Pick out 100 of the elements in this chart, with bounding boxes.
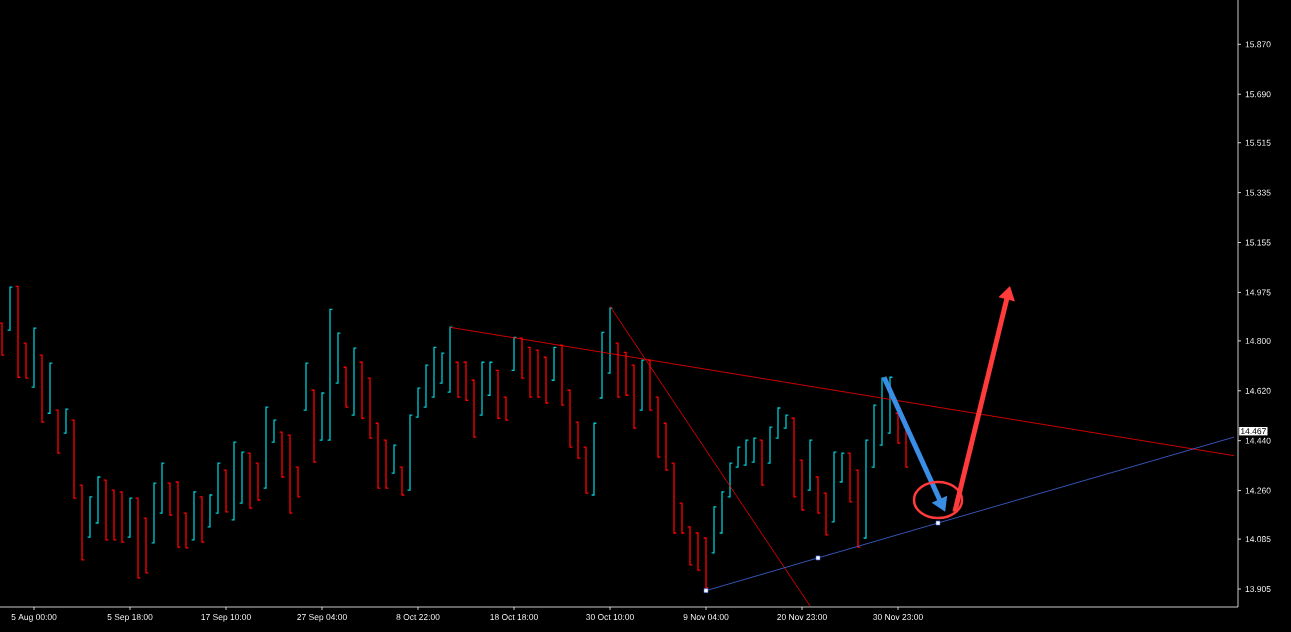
candlestick bbox=[534, 349, 542, 398]
candlestick bbox=[326, 308, 334, 441]
candlestick bbox=[590, 422, 598, 496]
y-tick-label: 15.155 bbox=[1245, 239, 1271, 246]
candlestick bbox=[806, 439, 814, 491]
candlestick bbox=[238, 451, 246, 504]
y-tick-label: 13.905 bbox=[1245, 585, 1271, 592]
x-tick-label: 5 Aug 00:00 bbox=[11, 614, 57, 622]
candlestick bbox=[198, 496, 206, 543]
y-tick-label: 15.335 bbox=[1245, 189, 1271, 196]
candlestick bbox=[462, 361, 470, 401]
candlestick bbox=[638, 359, 646, 411]
candlestick bbox=[190, 491, 198, 541]
x-tick-label: 18 Oct 18:00 bbox=[490, 614, 538, 621]
candlestick bbox=[398, 466, 406, 496]
point bbox=[815, 555, 821, 561]
candlestick bbox=[126, 497, 134, 538]
candlestick bbox=[566, 389, 574, 448]
candlestick bbox=[678, 502, 686, 534]
candlestick bbox=[142, 517, 150, 574]
candlestick bbox=[822, 492, 830, 536]
candlestick bbox=[414, 387, 422, 418]
candlestick bbox=[518, 337, 526, 379]
candlestick bbox=[742, 439, 750, 466]
candlestick bbox=[558, 344, 566, 406]
x-tick-label: 27 Sep 04:00 bbox=[297, 614, 347, 622]
candlestick bbox=[550, 346, 558, 381]
candlestick bbox=[54, 409, 62, 454]
candlestick bbox=[310, 389, 318, 463]
candlestick bbox=[374, 422, 382, 489]
candlestick bbox=[342, 366, 350, 408]
y-tick-label: 15.515 bbox=[1245, 139, 1271, 146]
point bbox=[703, 588, 709, 593]
candlestick bbox=[182, 512, 190, 549]
candlestick bbox=[278, 431, 286, 478]
candlestick bbox=[758, 439, 766, 486]
candlestick bbox=[134, 497, 142, 579]
candlestick bbox=[830, 451, 838, 523]
candlestick bbox=[230, 441, 238, 521]
y-tick-label: 14.975 bbox=[1245, 289, 1271, 296]
candlestick bbox=[862, 439, 870, 539]
y-tick-label: 14.085 bbox=[1245, 536, 1271, 543]
candlestick bbox=[574, 421, 582, 459]
candlestick bbox=[886, 376, 894, 434]
y-tick-label: 14.620 bbox=[1245, 387, 1271, 394]
candlestick bbox=[270, 419, 278, 443]
candlestick bbox=[582, 446, 590, 494]
candlestick bbox=[686, 526, 694, 566]
point bbox=[935, 520, 941, 526]
candlestick bbox=[334, 332, 342, 384]
candlestick bbox=[790, 417, 798, 498]
candlestick bbox=[254, 462, 262, 501]
candlestick bbox=[430, 346, 438, 398]
y-tick-label: 14.440 bbox=[1245, 437, 1271, 444]
candlestick bbox=[782, 414, 790, 429]
candlestick bbox=[542, 356, 550, 404]
candlestick bbox=[750, 437, 758, 463]
candlestick bbox=[158, 462, 166, 514]
candlestick bbox=[166, 482, 174, 516]
candlestick bbox=[46, 362, 54, 414]
candlestick bbox=[606, 307, 614, 374]
candlestick bbox=[406, 414, 414, 491]
candlestick bbox=[6, 286, 14, 331]
candlestick bbox=[294, 466, 302, 498]
candlestick bbox=[870, 404, 878, 468]
candlestick bbox=[318, 392, 326, 441]
candlestick bbox=[486, 361, 494, 396]
candlestick bbox=[14, 285, 22, 378]
candlestick bbox=[478, 361, 486, 416]
candlestick bbox=[286, 434, 294, 514]
candlestick bbox=[614, 342, 622, 398]
candlestick bbox=[62, 408, 70, 434]
candlestick bbox=[510, 336, 518, 371]
candlestick bbox=[222, 469, 230, 513]
candlestick bbox=[382, 439, 390, 489]
candlestick bbox=[22, 342, 30, 379]
candlestick bbox=[38, 354, 46, 423]
candlestick bbox=[662, 422, 670, 471]
candlestick bbox=[654, 396, 662, 458]
candlestick bbox=[894, 412, 902, 444]
candlestick bbox=[70, 419, 78, 499]
candlestick bbox=[102, 479, 110, 541]
candlestick bbox=[646, 359, 654, 411]
candlestick bbox=[78, 484, 86, 561]
candlestick bbox=[0, 322, 6, 356]
x-tick-label: 30 Nov 23:00 bbox=[873, 614, 923, 621]
x-tick-label: 17 Sep 10:00 bbox=[201, 614, 251, 622]
candlestick bbox=[526, 346, 534, 398]
candlestick bbox=[86, 496, 94, 538]
candlestick bbox=[110, 489, 118, 541]
candlestick bbox=[470, 379, 478, 438]
x-tick-label: 30 Oct 10:00 bbox=[586, 614, 634, 621]
candlestick bbox=[206, 494, 214, 528]
candlestick bbox=[262, 406, 270, 489]
y-tick-label: 15.690 bbox=[1245, 91, 1271, 98]
candlestick bbox=[446, 326, 454, 393]
candlestick bbox=[710, 506, 718, 554]
candlestick bbox=[358, 361, 366, 419]
y-tick-label: 15.870 bbox=[1245, 41, 1271, 48]
candlestick bbox=[766, 426, 774, 464]
